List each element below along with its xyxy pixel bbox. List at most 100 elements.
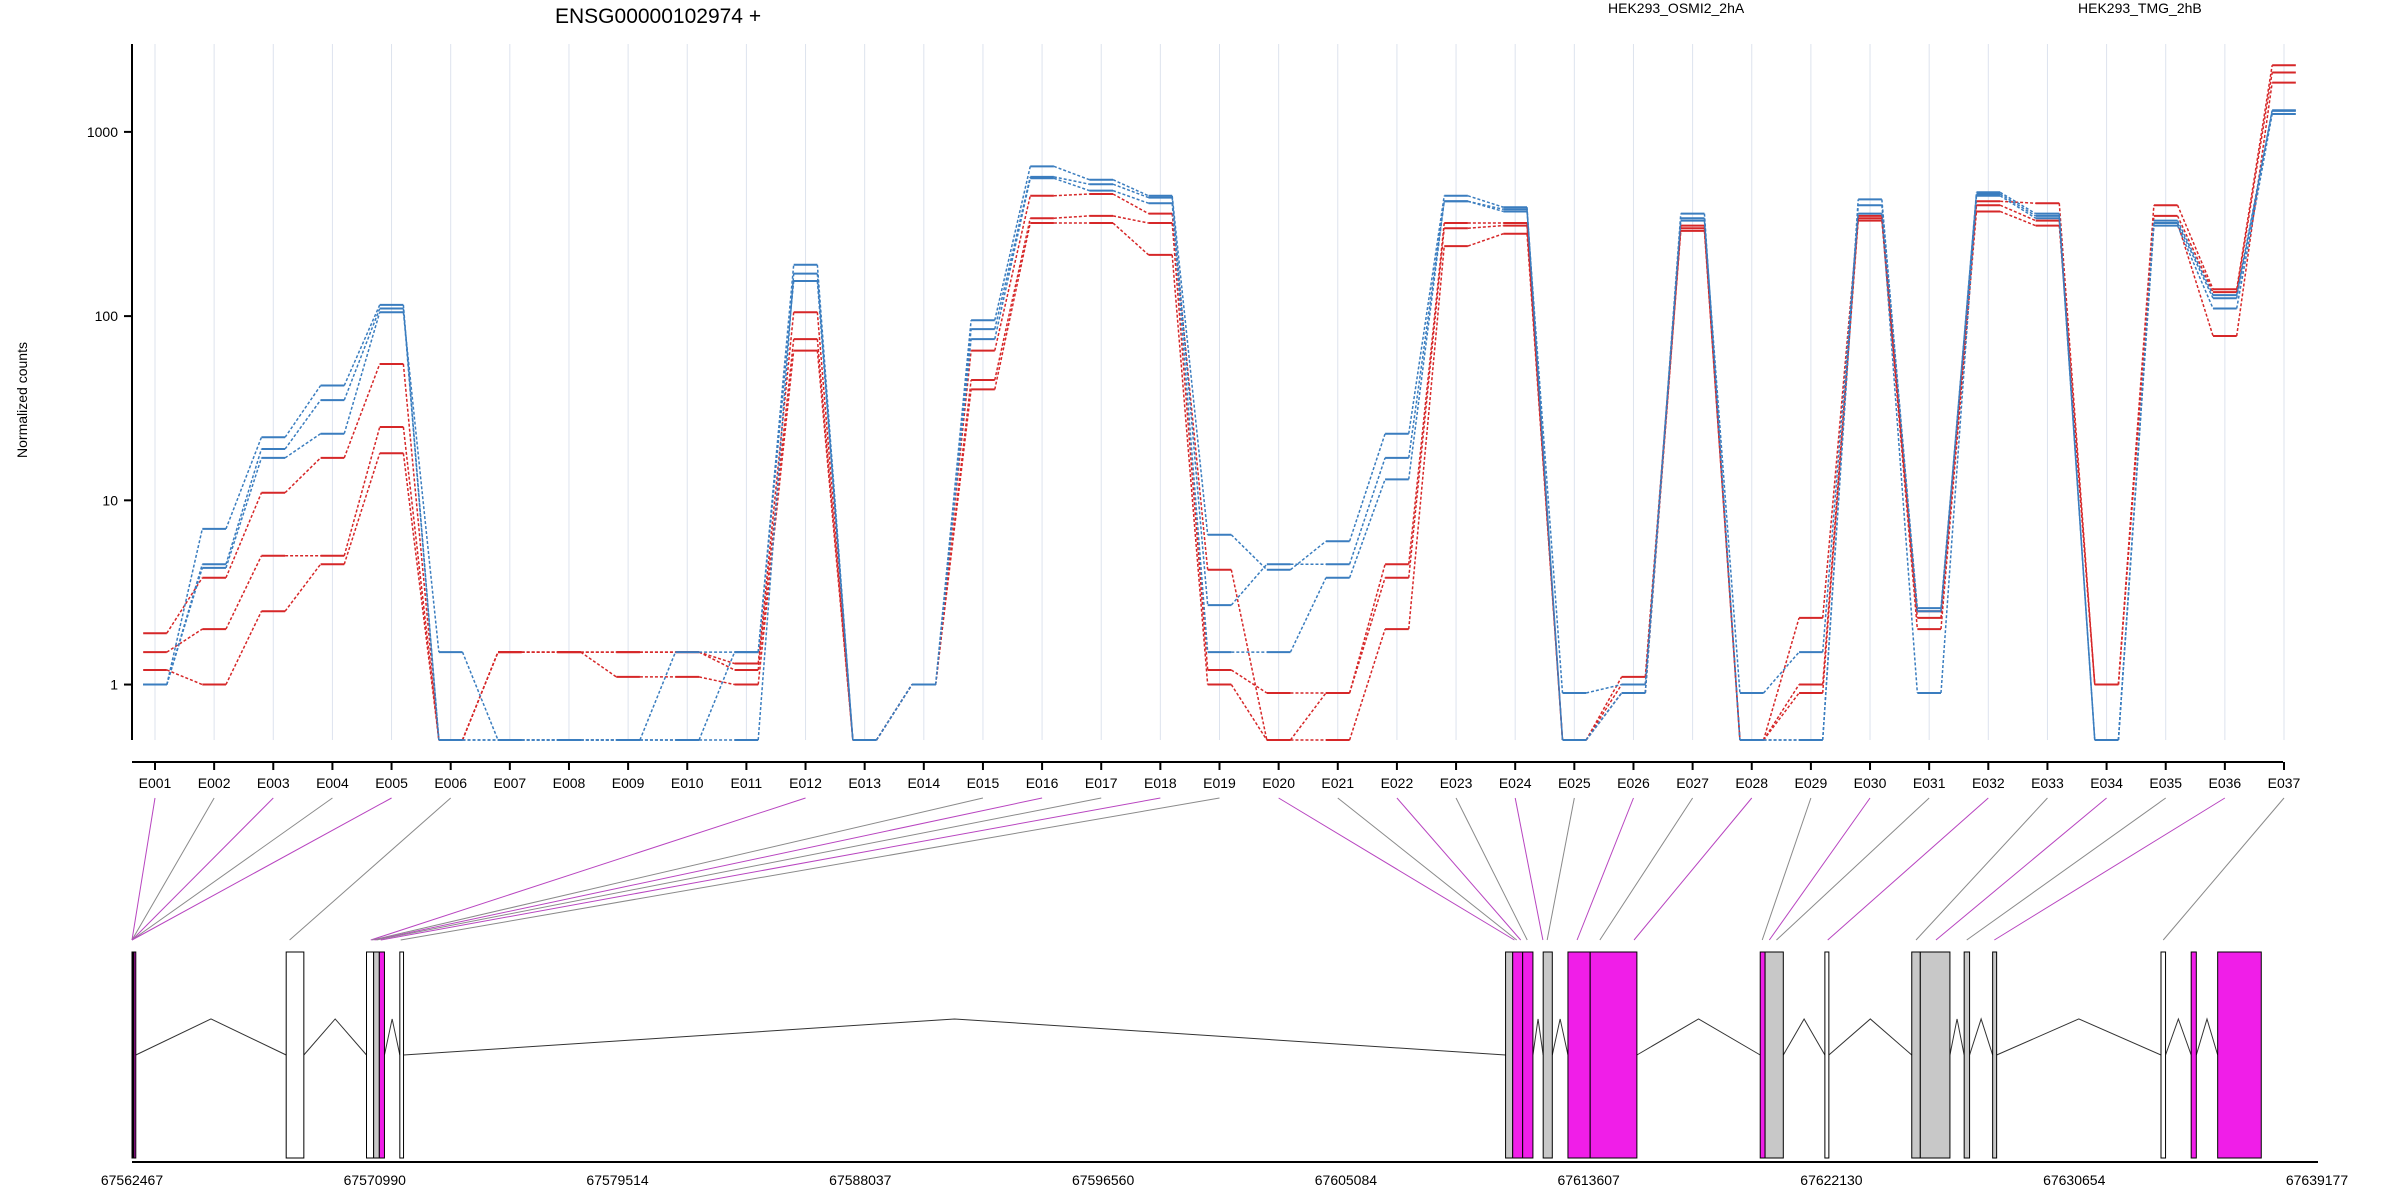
intron-line [2165, 1017, 2192, 1056]
series-connector [225, 448, 263, 565]
series-connector [816, 264, 854, 741]
series-connector [1171, 195, 1209, 535]
series-connector [639, 651, 677, 741]
genomic-coordinate-label: 67605084 [1315, 1172, 1378, 1188]
x-tick-label: E031 [1913, 775, 1946, 791]
y-axis-label: Normalized counts [14, 342, 30, 458]
series-connector [1703, 213, 1741, 741]
series-connector [1821, 213, 1859, 653]
series-connector [698, 651, 736, 741]
series-connector [225, 610, 263, 685]
x-tick-label: E034 [2090, 775, 2123, 791]
series-connector [1053, 177, 1090, 192]
series-connector [934, 320, 972, 685]
exon-link-line [1994, 797, 2226, 941]
x-tick-label: E018 [1144, 775, 1177, 791]
exon-box-marker [132, 952, 135, 1158]
series-connector [757, 273, 795, 741]
exon-box [373, 951, 380, 1159]
exon-box [1505, 951, 1514, 1159]
series-connector [1289, 540, 1327, 571]
series-connector [166, 628, 203, 653]
exon-link-line [370, 797, 806, 941]
series-connector [698, 651, 735, 671]
series-connector [1821, 218, 1859, 685]
genomic-coordinate-label: 67639177 [2286, 1172, 2349, 1188]
series-connector [1881, 213, 1919, 694]
series-connector [934, 389, 972, 685]
x-tick-label: E026 [1617, 775, 1650, 791]
genomic-coordinate-label: 67622130 [1800, 1172, 1863, 1188]
exon-links [131, 797, 2285, 941]
x-tick-label: E036 [2209, 775, 2242, 791]
series-connector [1467, 224, 1504, 229]
series-connector [402, 363, 440, 741]
exon-link-line [131, 797, 333, 941]
series-connector [343, 363, 381, 459]
series-connector [2058, 213, 2096, 741]
x-tick-label: E004 [316, 775, 349, 791]
series-connector [757, 350, 795, 685]
x-tick-label: E019 [1203, 775, 1236, 791]
exon-box [378, 951, 385, 1159]
series-connector [343, 426, 381, 556]
exon-link-line [372, 797, 984, 941]
series-connector [1526, 209, 1564, 741]
series-connector [1407, 246, 1445, 630]
y-tick-label: 1 [110, 677, 118, 693]
y-tick-label: 100 [95, 308, 119, 324]
x-tick-label: E028 [1735, 775, 1768, 791]
exon-link-line [131, 797, 215, 941]
series-connector [1585, 692, 1623, 741]
series-connector [1407, 222, 1445, 565]
y-tick-label: 10 [102, 492, 118, 508]
legend-label-tmg: HEK293_TMG_2hB [2078, 0, 2202, 16]
x-tick-label: E022 [1381, 775, 1414, 791]
x-tick-label: E011 [731, 775, 763, 791]
exon-link-line [1827, 797, 1989, 941]
exon-box [1911, 951, 1921, 1159]
intron-line [1636, 1018, 1761, 1056]
exon-link-line [1337, 797, 1517, 941]
exon-box [366, 951, 375, 1159]
series-connector [1467, 200, 1504, 211]
series-connector [2117, 220, 2155, 741]
series-connector [2235, 113, 2273, 309]
x-tick-label: E005 [375, 775, 408, 791]
genomic-coordinate-label: 67570990 [344, 1172, 407, 1188]
series-connector [1348, 577, 1386, 694]
series-connector [1585, 676, 1623, 741]
series-connector [1526, 207, 1564, 741]
chart-title: ENSG00000102974 + [555, 5, 761, 28]
intron-line [303, 1018, 367, 1056]
x-tick-label: E030 [1854, 775, 1887, 791]
series-connector [2235, 110, 2273, 296]
exon-link-line [1396, 797, 1522, 941]
exon-box [1759, 951, 1766, 1159]
intron-line [2195, 1017, 2219, 1056]
x-tick-label: E020 [1262, 775, 1295, 791]
series-connector [1112, 189, 1149, 204]
series-connector [1053, 215, 1090, 219]
series-connector [1644, 213, 1682, 694]
series-connector [1230, 534, 1268, 571]
series-connector [1053, 165, 1090, 181]
series-connector [1408, 201, 1445, 480]
exon-link-line [400, 797, 1220, 941]
x-tick-label: E008 [553, 775, 586, 791]
x-tick-label: E021 [1321, 775, 1354, 791]
genomic-coordinate-label: 67579514 [586, 1172, 649, 1188]
exon-link-line [376, 797, 1102, 941]
series-connector [225, 555, 263, 630]
exon-link-line [1935, 797, 2107, 941]
x-tick-label: E016 [1026, 775, 1059, 791]
series-connector [1230, 684, 1268, 741]
intron-line [1969, 1017, 1994, 1056]
series-connector [1348, 479, 1386, 578]
exon-box [2217, 951, 2262, 1159]
series-connector [166, 669, 203, 686]
series-connector [284, 433, 322, 459]
series-connector [1230, 563, 1268, 606]
exon-box [1919, 951, 1951, 1159]
series-connector [2176, 215, 2214, 293]
